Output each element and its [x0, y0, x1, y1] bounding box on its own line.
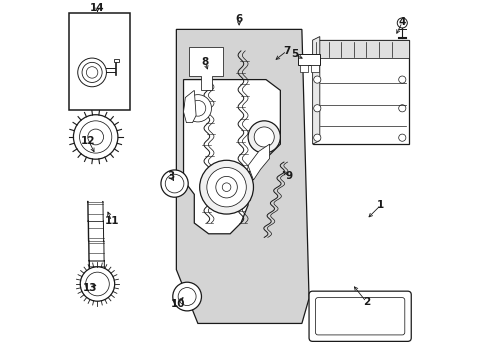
Polygon shape — [183, 90, 196, 123]
Polygon shape — [188, 47, 223, 90]
Circle shape — [313, 105, 320, 112]
Circle shape — [206, 167, 246, 207]
Text: 2: 2 — [362, 297, 369, 307]
Circle shape — [313, 76, 320, 83]
Text: 3: 3 — [167, 171, 174, 181]
Circle shape — [80, 267, 115, 301]
Text: 6: 6 — [235, 14, 242, 24]
Circle shape — [398, 105, 405, 112]
Circle shape — [80, 121, 112, 153]
Circle shape — [222, 183, 230, 192]
Bar — [298, 54, 319, 65]
Circle shape — [190, 100, 205, 116]
Text: 13: 13 — [82, 283, 97, 293]
Bar — [300, 64, 307, 72]
Text: 9: 9 — [285, 171, 292, 181]
Polygon shape — [312, 40, 408, 144]
Circle shape — [178, 288, 196, 306]
Circle shape — [85, 272, 109, 296]
Circle shape — [78, 58, 106, 87]
Polygon shape — [183, 80, 280, 234]
Circle shape — [313, 134, 320, 141]
Bar — [312, 40, 408, 58]
Polygon shape — [247, 144, 269, 180]
Circle shape — [161, 170, 188, 197]
Circle shape — [199, 160, 253, 214]
Circle shape — [82, 62, 102, 82]
Text: 14: 14 — [90, 3, 104, 13]
Bar — [114, 59, 119, 62]
Circle shape — [215, 176, 237, 198]
Text: 5: 5 — [290, 49, 298, 59]
Text: 7: 7 — [283, 46, 290, 56]
FancyBboxPatch shape — [308, 291, 410, 341]
Bar — [310, 64, 318, 72]
Polygon shape — [312, 37, 319, 144]
Polygon shape — [176, 30, 308, 323]
Circle shape — [165, 174, 183, 193]
Bar — [69, 13, 129, 110]
Circle shape — [398, 134, 405, 141]
Text: 4: 4 — [398, 17, 405, 27]
Text: 10: 10 — [171, 299, 185, 309]
Text: 11: 11 — [104, 216, 119, 226]
FancyBboxPatch shape — [315, 298, 404, 335]
Circle shape — [88, 129, 103, 145]
Circle shape — [398, 76, 405, 83]
Circle shape — [396, 18, 407, 28]
Text: 8: 8 — [201, 57, 208, 67]
Circle shape — [86, 67, 98, 78]
Circle shape — [247, 121, 280, 153]
Text: 1: 1 — [376, 200, 384, 210]
Circle shape — [172, 282, 201, 311]
Circle shape — [184, 95, 211, 122]
Circle shape — [254, 127, 274, 147]
Text: 12: 12 — [81, 136, 96, 145]
Circle shape — [73, 115, 118, 159]
